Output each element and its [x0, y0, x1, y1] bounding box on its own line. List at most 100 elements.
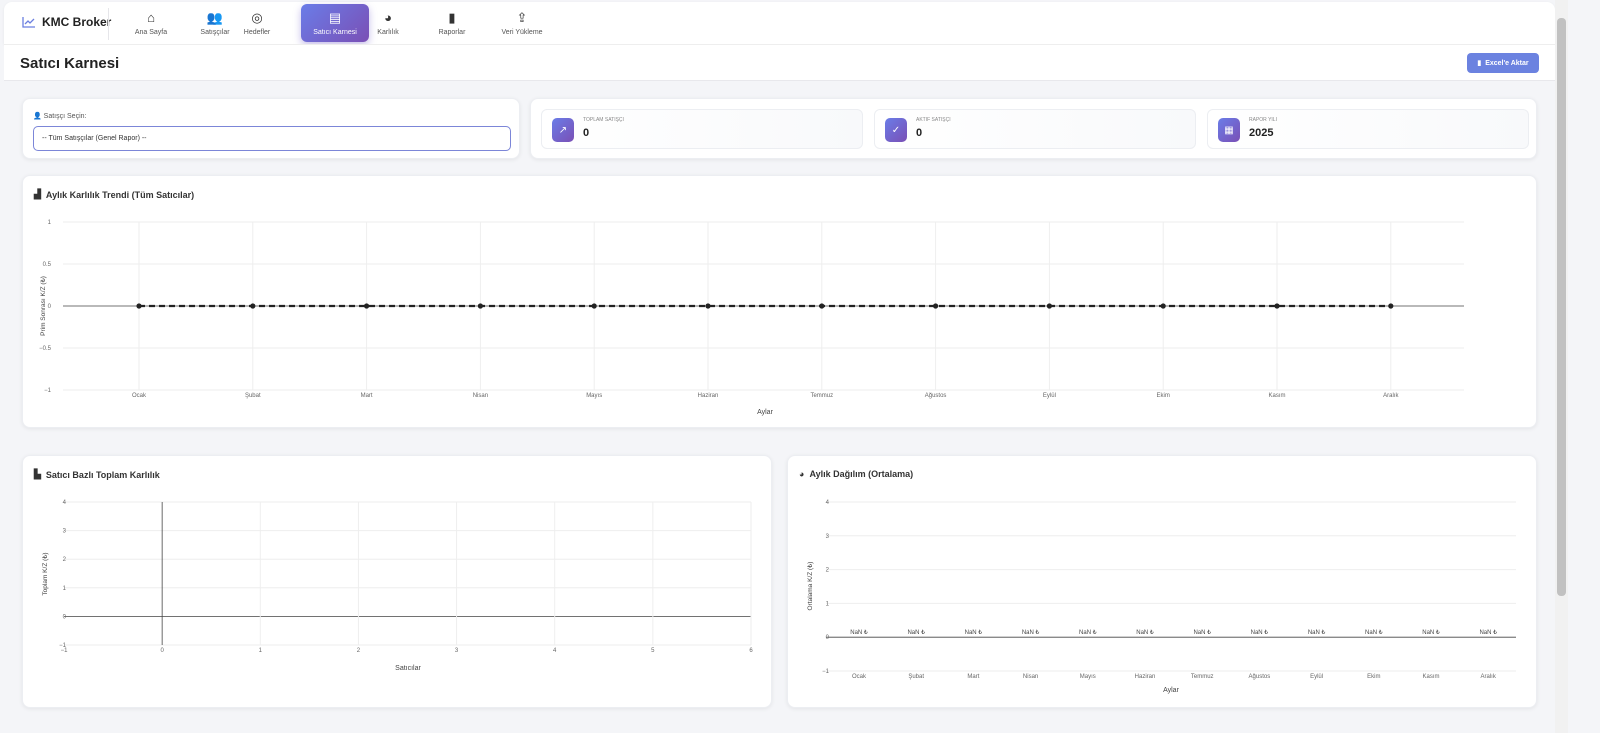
nav-item-4[interactable]: ◕ Karlılık [354, 4, 422, 42]
monthly-chart-title: ◕ Aylık Dağılım (Ortalama) [799, 469, 913, 479]
x-axis-label: Satıcılar [395, 665, 421, 672]
page-title: Satıcı Karnesi [20, 55, 120, 72]
bar-chart-icon: ▙ [34, 469, 41, 479]
y-tick-label: 3 [63, 529, 67, 535]
scrollbar[interactable] [1555, 0, 1568, 733]
y-tick-label: 4 [826, 500, 830, 506]
filter-card: 👤 Satışçı Seçin: -- Tüm Satışçılar (Gene… [22, 98, 520, 159]
data-point [1388, 303, 1394, 309]
chart-title: Satıcı Bazlı Toplam Karlılık [45, 469, 160, 480]
x-tick-label: Ağustos [1249, 674, 1271, 680]
data-point [1274, 303, 1280, 309]
data-label: NaN ₺ [850, 629, 868, 636]
nav-item-6[interactable]: ⇪ Veri Yükleme [488, 4, 556, 42]
trend-chart-card: ▟ Aylık Karlılık Trendi (Tüm Satıcılar) 1… [22, 175, 1537, 428]
x-tick-label: Ağustos [925, 393, 947, 399]
top-nav: KMC Broker ⌂ Ana Sayfa 👥 Satışçılar ◎ Hedefle… [4, 2, 1555, 44]
data-point [933, 303, 939, 309]
x-tick-label: Temmuz [1191, 674, 1214, 680]
stat-value: 2025 [1249, 127, 1274, 139]
brand-name: KMC Broker [42, 15, 112, 29]
x-tick-label: Mayıs [586, 393, 602, 399]
nav-label: Hedefler [243, 28, 271, 36]
x-tick-label: 4 [553, 648, 557, 654]
nav-item-3[interactable]: ▤ Satıcı Karnesi [301, 4, 369, 42]
seller-chart-title: ▙ Satıcı Bazlı Toplam Karlılık [34, 469, 160, 480]
seller-total-chart-card: ▙ Satıcı Bazlı Toplam Karlılık 4 3 2 1 0 −1 −1 0… [22, 455, 772, 708]
y-tick-label: 2 [63, 557, 67, 563]
nav-label: Ana Sayfa [134, 28, 168, 36]
nav-item-1[interactable]: 👥 Satışçılar [181, 4, 249, 42]
data-label: NaN ₺ [907, 629, 925, 636]
data-point [1160, 303, 1166, 309]
stat-label: Rapor Yılı [1249, 117, 1277, 123]
target-icon: ◎ [251, 9, 263, 25]
data-label: NaN ₺ [1308, 629, 1326, 636]
export-excel-button[interactable]: ▮ Excel'e Aktar [1467, 53, 1539, 73]
nav-item-5[interactable]: ▮ Raporlar [418, 4, 486, 42]
filter-label-text: Satışçı Seçin: [43, 113, 87, 120]
nav-label: Satışçılar [200, 28, 230, 36]
nav-item-0[interactable]: ⌂ Ana Sayfa [117, 4, 185, 42]
nav-label: Karlılık [377, 28, 399, 36]
y-tick-label: 4 [63, 500, 67, 506]
nav-label: Veri Yükleme [501, 28, 543, 36]
data-label: NaN ₺ [1022, 629, 1040, 636]
y-tick-label: 0.5 [43, 262, 52, 268]
file-icon: ▮ [1477, 60, 1482, 67]
y-tick-label: 0 [48, 304, 52, 310]
data-label: NaN ₺ [1193, 629, 1211, 636]
chart-line-icon [22, 17, 35, 28]
x-tick-label: Haziran [698, 393, 719, 399]
x-axis-label: Aylar [757, 409, 773, 416]
x-tick-label: Ekim [1367, 674, 1380, 680]
x-tick-label: Mart [361, 393, 373, 399]
x-tick-label: Mart [967, 674, 979, 680]
pie-chart-icon: ◕ [799, 469, 805, 479]
data-point [364, 303, 370, 309]
data-point [705, 303, 711, 309]
x-tick-label: Ekim [1157, 393, 1170, 399]
data-label: NaN ₺ [1136, 629, 1154, 636]
x-axis-label: Aylar [1163, 687, 1179, 694]
trend-chart-title: ▟ Aylık Karlılık Trendi (Tüm Satıcılar) [34, 189, 194, 200]
stat-value: 0 [583, 127, 590, 139]
x-tick-label: 1 [259, 648, 263, 654]
stat-card: ▦ Rapor Yılı 2025 [1207, 109, 1529, 149]
x-tick-label: Aralık [1383, 393, 1399, 399]
user-icon: 👤 [33, 113, 42, 120]
x-tick-label: 2 [357, 648, 361, 654]
y-tick-label: −1 [44, 388, 52, 394]
stat-card: ↗ Toplam Satışçı 0 [541, 109, 863, 149]
y-tick-label: 0 [63, 614, 67, 620]
y-tick-label: −1 [59, 643, 67, 649]
x-tick-label: −1 [61, 648, 69, 654]
x-tick-label: Eylül [1310, 674, 1323, 680]
x-tick-label: Haziran [1135, 674, 1156, 680]
x-tick-label: Kasım [1422, 674, 1439, 680]
nav-item-2[interactable]: ◎ Hedefler [223, 4, 291, 42]
data-label: NaN ₺ [1251, 629, 1269, 636]
y-tick-label: 2 [826, 568, 830, 574]
x-tick-label: Ocak [852, 674, 867, 680]
y-tick-label: 3 [826, 534, 830, 540]
y-tick-label: −1 [822, 669, 830, 675]
x-tick-label: Nisan [1023, 674, 1038, 680]
nav-label: Satıcı Karnesi [313, 28, 357, 36]
scrollbar-thumb[interactable] [1557, 18, 1566, 596]
file-icon: ▮ [448, 9, 456, 25]
pie-chart-icon: ◕ [384, 9, 392, 25]
salesperson-select[interactable]: -- Tüm Satışçılar (Genel Rapor) -- [33, 126, 511, 151]
x-tick-label: Şubat [908, 674, 924, 680]
x-tick-label: 5 [651, 648, 655, 654]
area-chart-icon: ▟ [34, 189, 41, 199]
x-tick-label: Eylül [1043, 393, 1056, 399]
stat-card: ✓ Aktif Satışçı 0 [874, 109, 1196, 149]
x-tick-label: Temmuz [810, 393, 833, 399]
seller-total-chart: 4 3 2 1 0 −1−1 0 1 2 3 4 5 6 Satıcılar Toplam K/Z (₺) [41, 500, 753, 672]
chart-line-icon: ↗ [552, 118, 574, 142]
stat-value: 0 [916, 127, 923, 139]
brand[interactable]: KMC Broker [22, 15, 111, 29]
export-label: Excel'e Aktar [1485, 59, 1529, 67]
data-label: NaN ₺ [965, 629, 983, 636]
